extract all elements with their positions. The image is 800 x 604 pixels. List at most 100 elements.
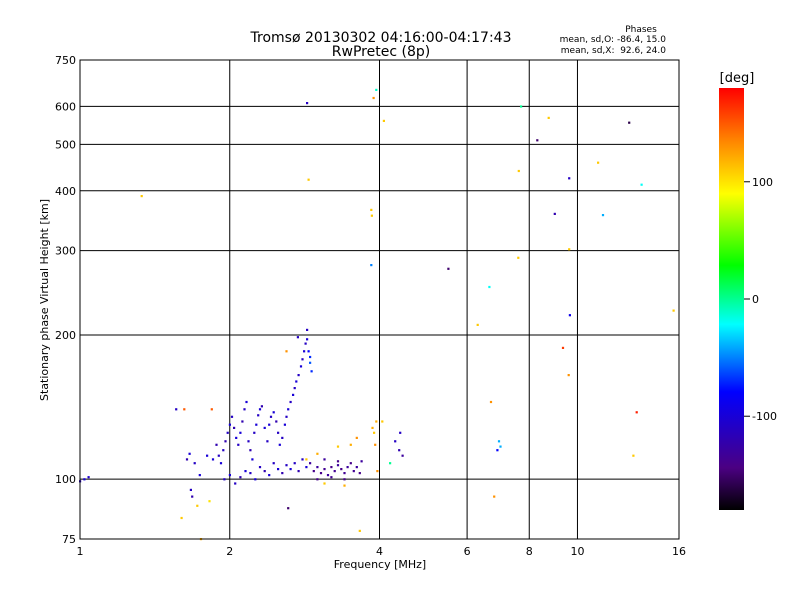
echo-point <box>628 121 631 124</box>
echo-point <box>211 458 215 461</box>
echo-point <box>244 470 247 473</box>
echo-point <box>306 102 309 105</box>
echo-point <box>83 478 86 481</box>
echo-point <box>343 484 346 487</box>
echo-point <box>278 443 281 446</box>
echo-point <box>496 449 499 452</box>
echo-point <box>245 400 248 404</box>
chart-subtitle: RwPretec (8p) <box>332 44 430 60</box>
echo-point <box>349 462 352 465</box>
x-tick-label: 1 <box>77 545 84 558</box>
echo-point <box>285 415 288 418</box>
echo-point <box>285 350 288 353</box>
echo-point <box>304 342 307 345</box>
echo-point <box>219 462 223 465</box>
echo-point <box>251 458 254 461</box>
echo-point <box>224 440 227 443</box>
colorbar-tick-label: 0 <box>752 293 759 306</box>
echo-point <box>333 470 336 473</box>
echo-point <box>239 476 242 479</box>
echo-point <box>257 414 260 417</box>
echo-point <box>330 476 333 479</box>
echo-point <box>307 350 310 353</box>
echo-point <box>253 431 256 434</box>
chart-title: Tromsø 20130302 04:16:00-04:17:43 <box>250 30 512 46</box>
echo-point <box>260 405 263 408</box>
echo-point <box>289 468 292 471</box>
echo-point <box>343 478 346 481</box>
echo-point <box>266 440 269 443</box>
echo-point <box>568 314 571 317</box>
echo-point <box>198 474 201 477</box>
x-tick-label: 2 <box>226 545 233 558</box>
echo-point <box>672 309 675 312</box>
x-axis-label: Frequency [MHz] <box>334 558 426 571</box>
echo-point <box>281 436 284 439</box>
echo-point <box>375 88 378 91</box>
echo-point <box>517 256 520 259</box>
echo-point <box>326 474 330 477</box>
echo-point <box>346 466 349 469</box>
echo-point <box>185 458 189 461</box>
echo-point <box>499 445 502 448</box>
echo-point <box>517 169 520 173</box>
echo-point <box>355 436 358 439</box>
echo-point <box>293 462 296 465</box>
echo-point <box>255 423 258 426</box>
echo-point <box>323 482 326 485</box>
echo-point <box>226 431 229 434</box>
echo-point <box>358 529 361 532</box>
echo-point <box>316 452 319 455</box>
y-tick-label: 500 <box>55 138 76 151</box>
echo-point <box>283 423 286 426</box>
echo-point <box>277 431 280 434</box>
echo-point <box>316 466 319 469</box>
echo-point <box>297 470 300 473</box>
colorbar-label: [deg] <box>720 71 755 86</box>
echo-point <box>389 462 392 465</box>
phases-box-x-line: mean, sd,X: 92.6, 24.0 <box>561 46 667 56</box>
echo-point <box>281 472 284 475</box>
x-tick-label: 4 <box>376 545 383 558</box>
echo-point <box>297 374 300 377</box>
echo-point <box>360 460 363 463</box>
x-tick-label: 10 <box>570 545 584 558</box>
echo-point <box>275 420 278 423</box>
echo-point <box>269 415 273 418</box>
phases-box-o-line: mean, sd,O: -86.4, 15.0 <box>560 35 667 45</box>
y-tick-label: 200 <box>55 329 76 342</box>
echo-point <box>536 139 539 142</box>
echo-point <box>336 460 340 463</box>
colorbar <box>719 88 744 510</box>
y-axis-label: Stationary phase Virtual Height [km] <box>38 199 51 401</box>
echo-point <box>371 426 374 429</box>
echo-point <box>309 361 312 364</box>
echo-point <box>305 466 308 469</box>
echo-point <box>640 183 643 186</box>
echo-point <box>336 445 340 448</box>
echo-point <box>258 408 262 411</box>
x-tick-label: 16 <box>672 545 686 558</box>
echo-point <box>553 212 556 215</box>
echo-point <box>215 443 218 446</box>
echo-point <box>381 420 384 423</box>
echo-point <box>228 423 231 426</box>
echo-point <box>370 264 373 267</box>
echo-point <box>183 408 186 411</box>
plot-grid <box>80 60 679 539</box>
axis-ticks: 1 2 4 6 8 10 16 75 100 200 300 400 500 600 750 <box>55 54 686 558</box>
echo-point <box>310 370 313 373</box>
echo-point <box>567 374 570 377</box>
echo-point <box>307 178 310 181</box>
echo-point <box>352 470 355 473</box>
data-points <box>79 88 675 541</box>
echo-point <box>287 507 290 510</box>
echo-point <box>632 454 635 457</box>
echo-point <box>476 323 479 326</box>
echo-point <box>241 420 244 423</box>
echo-point <box>340 468 343 471</box>
echo-point <box>497 440 501 443</box>
echo-point <box>239 431 242 434</box>
echo-point <box>306 338 309 341</box>
